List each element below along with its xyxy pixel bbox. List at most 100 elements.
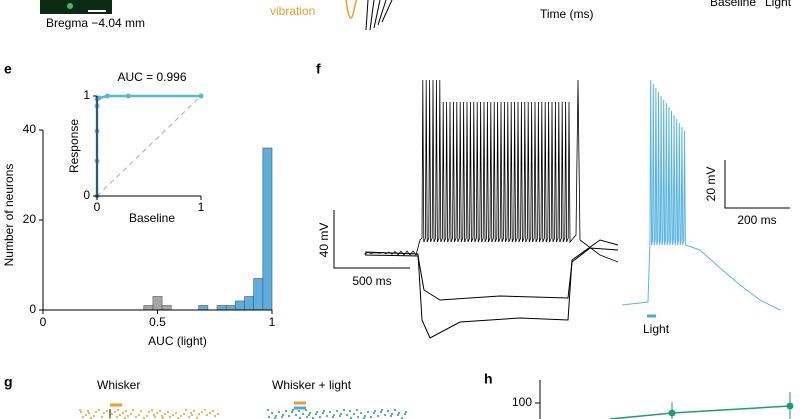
spike-dot — [161, 415, 163, 417]
spike-dot — [285, 410, 287, 412]
scale-label: 40 mV — [317, 223, 331, 258]
spike-dot — [377, 415, 379, 417]
fan-lines — [365, 0, 393, 31]
spike-dot — [206, 414, 208, 416]
spike-dot — [106, 410, 108, 412]
spike-dot — [140, 410, 142, 412]
y-axis-label: Response — [67, 119, 81, 173]
bar — [143, 305, 154, 311]
spike-dot — [398, 412, 400, 414]
spike-dot — [190, 412, 192, 414]
spike-dot — [346, 414, 348, 416]
spike-dot — [122, 412, 124, 414]
scale-label: 20 mV — [704, 167, 718, 202]
spike-dot — [79, 409, 81, 411]
spike-dot — [114, 411, 116, 413]
spike-dot — [101, 416, 103, 418]
roc-point — [104, 93, 110, 99]
traces — [364, 79, 781, 339]
spike-dot — [405, 411, 407, 413]
x-axis-label: Baseline — [129, 211, 175, 225]
spike-dot — [282, 414, 284, 416]
spike-dot — [309, 412, 311, 414]
spike-dot — [353, 413, 355, 415]
spike-dot — [315, 413, 317, 415]
scale-label: 500 ms — [352, 274, 391, 288]
light-label: Light — [765, 0, 792, 9]
spike-dot — [281, 416, 283, 418]
spike-dot — [148, 411, 150, 413]
spike-dot — [357, 416, 359, 418]
roc-point — [125, 93, 131, 99]
panel-label: g — [4, 374, 13, 390]
spike-dot — [93, 415, 95, 417]
spike-dot — [390, 415, 392, 417]
spike-dot — [326, 415, 328, 417]
spike-dot — [82, 416, 84, 418]
trace — [364, 79, 619, 263]
spike-dot — [332, 416, 334, 418]
spike-dot — [198, 413, 200, 415]
spike-dot — [397, 414, 399, 416]
spike-dot — [132, 409, 134, 411]
spike-dot — [172, 414, 174, 416]
spike-dot — [138, 414, 140, 416]
bar — [244, 296, 254, 311]
waveform — [345, 0, 362, 19]
spike-dot — [374, 410, 376, 412]
spike-dot — [271, 412, 273, 414]
spike-dot — [146, 415, 148, 417]
spike-dot — [387, 410, 389, 412]
spike-dot — [193, 410, 195, 412]
panel-label: f — [316, 61, 321, 77]
time-label: Time (ms) — [540, 7, 594, 21]
spike-dot — [298, 410, 300, 412]
stimulus-label: vibration — [270, 4, 315, 18]
spike-dot — [268, 416, 270, 418]
spike-dot — [214, 415, 216, 417]
spike-dot — [391, 413, 393, 415]
bar — [235, 300, 245, 311]
x-axis-label: AUC (light) — [148, 334, 207, 348]
y-axis-label: Number of neurons — [2, 164, 16, 267]
spike-dot — [130, 413, 132, 415]
spike-dot — [360, 412, 362, 414]
spike-dot — [373, 412, 375, 414]
panel-label: h — [484, 371, 493, 387]
bar — [253, 278, 264, 311]
spike-dot — [119, 414, 121, 416]
spike-dot — [201, 411, 203, 413]
bregma-label: Bregma −4.04 mm — [46, 16, 145, 30]
spike-dot — [288, 415, 290, 417]
x-tick-label: 0.5 — [149, 315, 166, 329]
spike-dot — [156, 412, 158, 414]
spike-dot — [117, 409, 119, 411]
spike-dot — [349, 410, 351, 412]
panel-label: e — [4, 61, 12, 77]
spike-dot — [217, 413, 219, 415]
cell — [67, 3, 73, 9]
y-tick-label: 0 — [83, 188, 90, 202]
spike-dot — [381, 409, 383, 411]
roc-point — [198, 93, 204, 99]
spike-dot — [180, 415, 182, 417]
spike-dot — [127, 415, 129, 417]
spike-dot — [308, 414, 310, 416]
x-tick-label: 0 — [94, 200, 101, 214]
spike-dot — [88, 412, 90, 414]
light-label: Light — [643, 322, 670, 336]
spike-dot — [154, 416, 156, 418]
inset-bg — [60, 60, 220, 230]
spike-dot — [87, 410, 89, 412]
trace — [364, 247, 619, 301]
spike-dot — [329, 411, 331, 413]
bar — [198, 305, 209, 311]
point — [668, 409, 676, 417]
spike-dot — [80, 411, 82, 413]
spike-dot — [316, 411, 318, 413]
x-tick-label: 1 — [269, 315, 276, 329]
spike-dot — [278, 411, 280, 413]
spike-dot — [340, 413, 342, 415]
spike-dot — [98, 409, 100, 411]
